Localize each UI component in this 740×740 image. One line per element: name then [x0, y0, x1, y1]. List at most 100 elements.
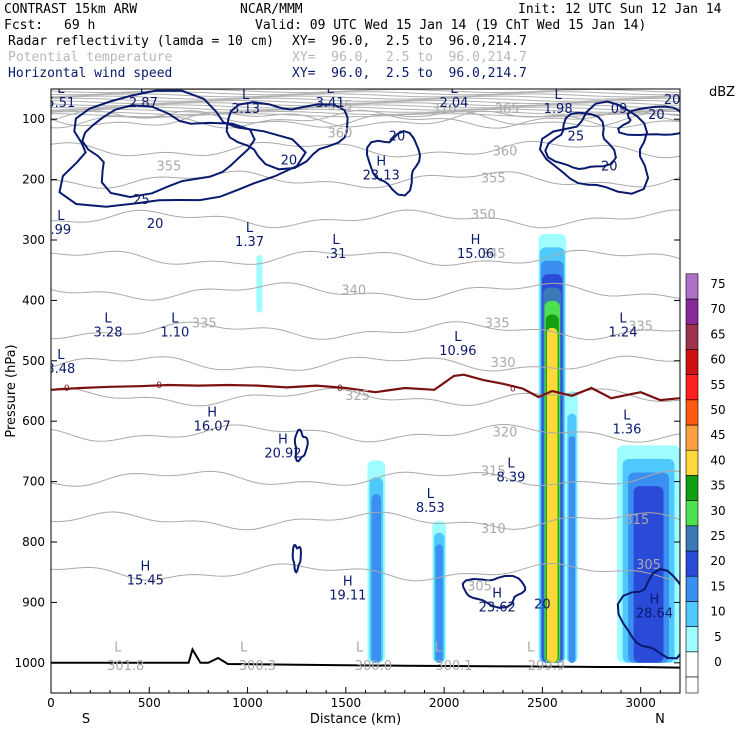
- surface-theta-label: 300.3: [239, 659, 276, 674]
- extremum-label: H23.62: [479, 586, 516, 615]
- colorbar-swatch: [685, 676, 699, 694]
- wind-label: 20: [664, 93, 681, 108]
- colorbar-label: 70: [710, 302, 725, 316]
- theta-label: 315: [624, 513, 649, 528]
- freezing-level-label: 0: [337, 384, 343, 394]
- colorbar-label: 5: [714, 630, 722, 644]
- extremum-label: H15.06: [457, 233, 494, 262]
- freezing-level-label: 0: [156, 381, 162, 391]
- surface-low-mark: L: [240, 641, 248, 656]
- y-tick-label: 700: [22, 475, 45, 489]
- theta-label: 310: [481, 522, 506, 537]
- y-tick-label: 200: [22, 173, 45, 187]
- y-tick-label: 1000: [14, 656, 45, 670]
- y-axis-title: Pressure (hPa): [4, 344, 19, 437]
- theta-contour: [51, 104, 680, 109]
- theta-contour: [51, 102, 680, 107]
- extremum-label: L3.13: [231, 88, 260, 117]
- extremum-label: L2.04: [439, 89, 468, 111]
- colorbar-label: 25: [710, 529, 725, 543]
- colorbar-swatch: [685, 323, 699, 350]
- theta-label: 315: [481, 465, 506, 480]
- extremum-label: L2.87: [129, 89, 158, 111]
- theta-contour: [51, 511, 680, 531]
- contour-labels: 375 370 365 360 360 355 355 350 345 340 335 335 335 3…: [46, 88, 681, 674]
- extremum-value: 23.13: [363, 169, 400, 184]
- extremum-type: L: [623, 408, 631, 423]
- x-tick-label: 0: [47, 696, 55, 710]
- y-tick-label: 500: [22, 354, 45, 368]
- theta-contour: [51, 100, 680, 104]
- extremum-value: 1.36: [612, 422, 641, 437]
- extremum-value: 8.39: [496, 471, 525, 486]
- extremum-type: L: [507, 457, 515, 472]
- reflectivity-band: [256, 255, 263, 313]
- surface-theta-label: 300.1: [435, 659, 472, 674]
- colorbar-swatch: [685, 475, 699, 501]
- extremum-label: H20.92: [264, 432, 301, 461]
- extremum-label: L1.10: [160, 312, 189, 341]
- theta-contours: [51, 89, 680, 582]
- theta-contour: [51, 140, 680, 159]
- extremum-type: L: [57, 209, 65, 224]
- wind-contour-20: [538, 100, 650, 195]
- wind-contour-20: [291, 543, 302, 574]
- theta-contour: [51, 355, 680, 372]
- wind-contour-20: [365, 130, 422, 197]
- extremum-label: L3.41: [316, 89, 345, 111]
- colorbar-swatch: [685, 626, 699, 653]
- wind-contour-20: [617, 105, 680, 137]
- extremum-value: 10.96: [439, 344, 476, 359]
- reflectivity-cell: [538, 233, 566, 663]
- colorbar-unit: dBZ: [709, 85, 735, 100]
- surface-low-mark: L: [527, 641, 535, 656]
- extremum-value: 16.07: [194, 419, 231, 434]
- field-name-reflectivity: Radar reflectivity (lamda = 10 cm): [8, 34, 275, 49]
- theta-label: 355: [481, 172, 506, 187]
- extremum-type: L: [332, 233, 340, 248]
- surface-low-mark: L: [435, 641, 443, 656]
- extremum-value: 23.62: [479, 600, 516, 615]
- extremum-value: 5.51: [46, 96, 75, 111]
- wind-label: 09: [611, 102, 628, 117]
- extremum-value: 1.37: [235, 235, 264, 250]
- theta-label: 335: [628, 320, 653, 335]
- extremum-type: L: [454, 330, 462, 345]
- colorbar-label: 40: [710, 453, 725, 467]
- colorbar-swatch: [685, 601, 699, 627]
- theta-label: 370: [432, 102, 457, 117]
- theta-contour: [51, 108, 680, 113]
- wind-contour-20: [225, 101, 349, 171]
- reflectivity-band: [568, 436, 576, 663]
- theta-contour: [51, 321, 680, 341]
- theta-label: 375: [328, 99, 353, 114]
- reflectivity-band: [633, 486, 664, 663]
- theta-contour: [51, 209, 680, 229]
- wind-contour-25: [544, 111, 617, 171]
- extremum-label: H15.45: [127, 559, 164, 588]
- theta-label: 325: [345, 389, 370, 404]
- wind-label: 20: [389, 129, 406, 144]
- freezing-level-line: [51, 373, 680, 402]
- reflectivity-cell: [432, 520, 447, 663]
- field-xy-reflectivity: XY= 96.0, 2.5 to 96.0,214.7: [292, 34, 527, 49]
- colorbar-swatch: [685, 374, 699, 401]
- theta-contour: [51, 249, 680, 267]
- wind-contour-20: [461, 574, 527, 609]
- extremum-type: L: [619, 312, 627, 327]
- theta-contour: [51, 113, 680, 118]
- extremum-label: L.31: [326, 233, 347, 262]
- x-start-label: S: [82, 712, 90, 727]
- colorbar-label: 15: [710, 579, 725, 593]
- colorbar-label: 35: [710, 479, 725, 493]
- extremum-value: 19.11: [329, 588, 366, 603]
- extremum-value: 3.41: [316, 96, 345, 111]
- theta-contour: [51, 110, 680, 129]
- theta-contour: [51, 470, 680, 487]
- extremum-type: L: [242, 88, 250, 103]
- surface-theta-label: 301.8: [107, 659, 144, 674]
- wind-contour-20: [293, 428, 309, 463]
- extremum-value: 15.45: [127, 573, 164, 588]
- extremum-label: L1.98: [544, 89, 573, 117]
